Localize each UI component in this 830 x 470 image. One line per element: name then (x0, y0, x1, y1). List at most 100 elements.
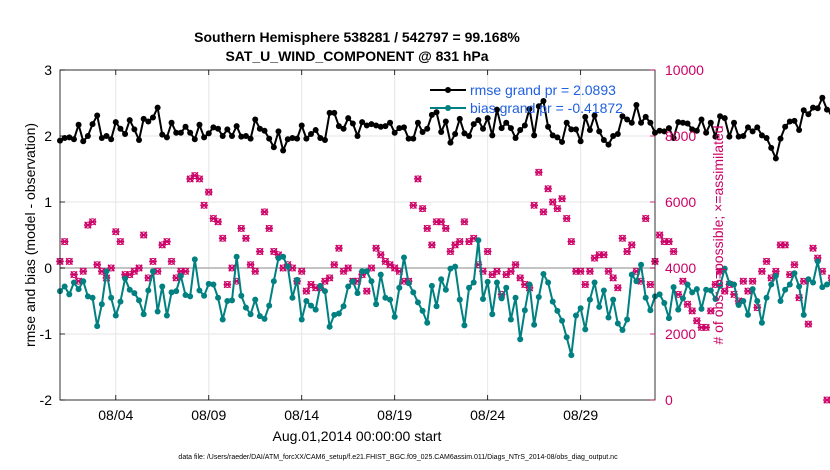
y2-tick-label: 6000 (665, 194, 696, 210)
bias-point (154, 308, 161, 315)
obs-assimilated-marker (158, 241, 167, 249)
rmse-point (308, 131, 315, 138)
rmse-point (507, 125, 514, 132)
rmse-point (387, 119, 394, 126)
obs-assimilated-marker (260, 208, 269, 216)
obs-assimilated-marker (344, 264, 353, 272)
y2-axis-label: # of obs: o=possible; ×=assimilated (710, 125, 726, 344)
rmse-point (819, 94, 826, 101)
obs-assimilated-marker (706, 307, 715, 315)
rmse-point (280, 147, 287, 154)
obs-assimilated-marker (609, 274, 618, 282)
bias-point (484, 278, 491, 285)
bias-point (731, 281, 738, 288)
rmse-point (349, 120, 356, 127)
rmse-point (303, 135, 310, 142)
x-tick-label: 08/04 (98, 407, 133, 423)
bias-point (782, 286, 789, 293)
obs-assimilated-marker (265, 224, 274, 233)
y2-tick-label: 2000 (665, 326, 696, 342)
obs-assimilated-marker (446, 247, 455, 256)
obs-assimilated-marker (692, 317, 701, 325)
rmse-point (633, 101, 640, 108)
obs-assimilated-marker (84, 221, 92, 229)
rmse-point (744, 124, 751, 131)
bias-point (321, 288, 328, 295)
bias-point (438, 276, 445, 283)
rmse-point (498, 125, 505, 132)
bias-point (201, 292, 208, 299)
rmse-point (331, 109, 338, 116)
obs-assimilated-marker (362, 287, 371, 295)
rmse-point (373, 122, 380, 129)
rmse-point (721, 115, 728, 122)
bias-point (517, 336, 524, 343)
bias-point (340, 303, 347, 310)
obs-assimilated-marker (646, 280, 655, 289)
bias-point (707, 287, 714, 294)
obs-assimilated-marker (493, 267, 501, 275)
rmse-point (215, 125, 222, 132)
bias-point (475, 237, 482, 244)
y-tick-label: -2 (40, 392, 53, 408)
rmse-point (136, 136, 143, 143)
bias-point (405, 280, 412, 287)
rmse-point (717, 113, 724, 120)
rmse-point (754, 124, 761, 131)
obs-assimilated-marker (130, 267, 139, 275)
rmse-point (586, 127, 593, 134)
bias-point (819, 284, 826, 291)
rmse-point (763, 134, 770, 141)
bias-point (224, 298, 231, 304)
plot-background (60, 70, 655, 400)
obs-assimilated-marker (720, 287, 729, 295)
rmse-point (749, 128, 756, 135)
bias-point (758, 319, 765, 326)
rmse-point (493, 106, 500, 113)
obs-assimilated-marker (623, 247, 631, 256)
rmse-point (191, 136, 198, 143)
rmse-point (80, 138, 87, 145)
rmse-point (266, 135, 273, 142)
legend-rmse-label: rmse grand pr = 2.0893 (470, 82, 616, 98)
obs-assimilated-marker (163, 237, 171, 246)
bias-point (503, 284, 510, 291)
obs-assimilated-marker (339, 267, 348, 275)
rmse-point (805, 111, 812, 118)
bias-point (219, 316, 226, 323)
rmse-point (670, 134, 677, 141)
bias-point (363, 268, 370, 275)
obs-assimilated-marker (488, 270, 497, 279)
bias-point (596, 303, 603, 310)
obs-assimilated-marker (125, 270, 134, 279)
bias-point (717, 282, 724, 289)
rmse-point (703, 129, 710, 136)
rmse-point (456, 115, 463, 122)
bias-point (163, 312, 170, 319)
obs-assimilated-marker (441, 224, 450, 233)
bias-point (428, 282, 435, 289)
bias-point (461, 322, 468, 329)
obs-assimilated-marker (93, 261, 102, 269)
obs-assimilated-marker (139, 231, 148, 239)
rmse-point (242, 133, 249, 139)
rmse-point (665, 125, 672, 132)
rmse-point (572, 126, 579, 133)
obs-assimilated-marker (423, 224, 432, 233)
rmse-point (823, 106, 830, 113)
bias-point (693, 286, 700, 293)
bias-point (136, 297, 143, 304)
rmse-point (345, 115, 352, 122)
obs-assimilated-marker (60, 237, 69, 246)
obs-assimilated-marker (748, 277, 757, 285)
rmse-point (489, 132, 496, 139)
rmse-point (256, 125, 263, 132)
obs-assimilated-marker (65, 257, 74, 266)
rmse-point (512, 134, 519, 141)
bias-point (740, 298, 747, 304)
obs-assimilated-marker (409, 201, 418, 209)
bias-point (75, 286, 82, 293)
bias-point (823, 281, 830, 288)
rmse-point (475, 117, 482, 124)
bias-point (298, 316, 305, 323)
